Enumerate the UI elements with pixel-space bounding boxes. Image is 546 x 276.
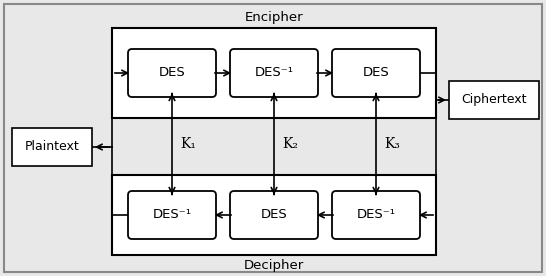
Text: K₂: K₂: [282, 137, 298, 151]
FancyBboxPatch shape: [128, 191, 216, 239]
FancyBboxPatch shape: [230, 49, 318, 97]
Text: DES⁻¹: DES⁻¹: [357, 208, 395, 222]
Bar: [12, 128, 92, 166]
Text: Plaintext: Plaintext: [25, 140, 79, 153]
Text: DES: DES: [363, 67, 389, 79]
Text: DES: DES: [159, 67, 186, 79]
Text: Decipher: Decipher: [244, 259, 304, 272]
Bar: [449, 81, 539, 119]
Text: Ciphertext: Ciphertext: [461, 94, 527, 107]
Text: DES⁻¹: DES⁻¹: [254, 67, 294, 79]
Text: DES⁻¹: DES⁻¹: [152, 208, 192, 222]
FancyBboxPatch shape: [230, 191, 318, 239]
Text: K₁: K₁: [180, 137, 196, 151]
Text: Encipher: Encipher: [245, 11, 304, 24]
Bar: [112, 175, 436, 255]
Bar: [112, 28, 436, 118]
Text: DES: DES: [260, 208, 287, 222]
FancyBboxPatch shape: [332, 49, 420, 97]
FancyBboxPatch shape: [332, 191, 420, 239]
FancyBboxPatch shape: [128, 49, 216, 97]
Text: K₃: K₃: [384, 137, 400, 151]
